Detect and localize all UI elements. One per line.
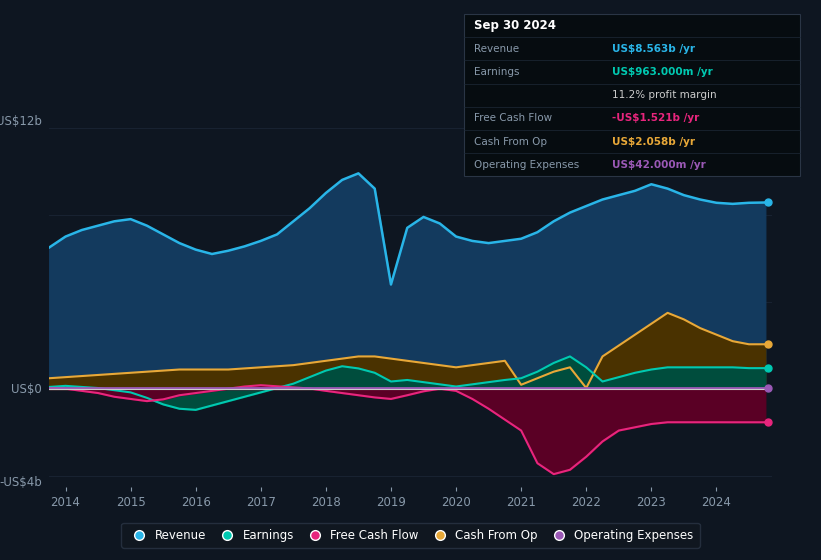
Text: US$42.000m /yr: US$42.000m /yr — [612, 160, 706, 170]
Text: Cash From Op: Cash From Op — [474, 137, 547, 147]
Legend: Revenue, Earnings, Free Cash Flow, Cash From Op, Operating Expenses: Revenue, Earnings, Free Cash Flow, Cash … — [122, 523, 699, 548]
Text: US$0: US$0 — [11, 382, 42, 395]
Text: US$8.563b /yr: US$8.563b /yr — [612, 44, 695, 54]
Text: US$12b: US$12b — [0, 115, 42, 128]
Text: -US$4b: -US$4b — [0, 477, 42, 489]
Text: Free Cash Flow: Free Cash Flow — [474, 113, 552, 123]
Text: Earnings: Earnings — [474, 67, 519, 77]
Text: Operating Expenses: Operating Expenses — [474, 160, 579, 170]
Text: -US$1.521b /yr: -US$1.521b /yr — [612, 113, 699, 123]
Text: US$963.000m /yr: US$963.000m /yr — [612, 67, 713, 77]
Text: 11.2% profit margin: 11.2% profit margin — [612, 90, 717, 100]
Text: Revenue: Revenue — [474, 44, 519, 54]
Text: Sep 30 2024: Sep 30 2024 — [474, 19, 556, 32]
Text: US$2.058b /yr: US$2.058b /yr — [612, 137, 695, 147]
